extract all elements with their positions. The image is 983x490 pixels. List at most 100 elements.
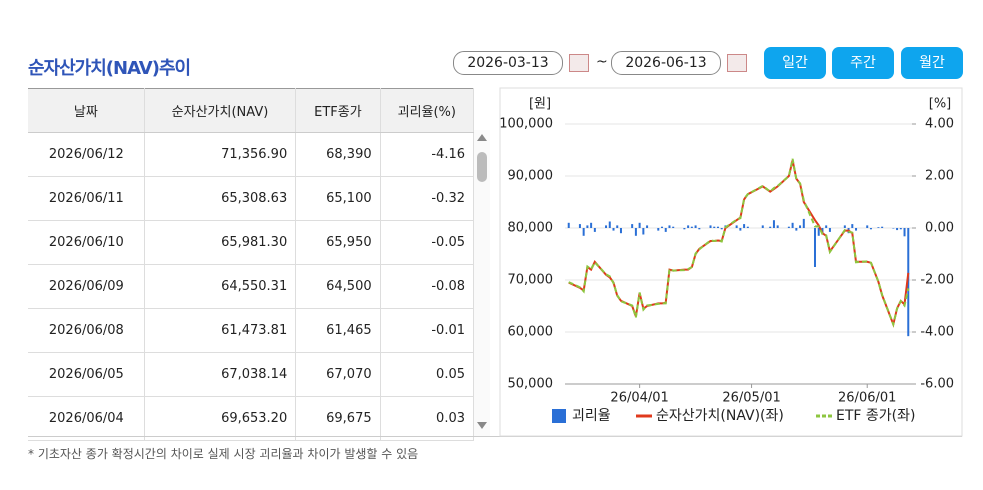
bar (869, 228, 872, 230)
bar (735, 225, 738, 228)
bar (672, 226, 675, 228)
x-tick-label: 26/04/01 (610, 391, 668, 406)
table-row: 2026/06/04 69,653.20 69,675 0.03 (28, 396, 475, 441)
legend-label: 괴리율 (572, 408, 611, 424)
bar (578, 224, 581, 228)
bar (791, 222, 794, 228)
bar (586, 225, 589, 228)
table-cell: 2026/06/11 (28, 176, 145, 221)
bar (668, 225, 671, 228)
calendar-icon[interactable] (569, 54, 589, 72)
table-cell: 69,675 (295, 396, 381, 441)
chart: [원] [%] 50,000 60,000 70,000 80,000 90,000 100,… (499, 87, 963, 437)
table-cell: 64,500 (295, 264, 381, 309)
bar (761, 225, 764, 228)
legend-label: 순자산가치(NAV)(좌) (656, 408, 784, 424)
y2-tick-label: -2.00 (920, 273, 954, 288)
table-cell: -0.08 (380, 264, 475, 309)
column-header: ETF종가 (295, 88, 381, 133)
y2-tick-label: 0.00 (925, 221, 954, 236)
y2-axis-label: [%] (929, 97, 952, 112)
y-axis-label: [원] (529, 97, 551, 112)
bar (690, 226, 693, 228)
y-tick-label: 90,000 (508, 169, 554, 184)
scroll-thumb[interactable] (477, 152, 487, 182)
table-cell: 2026/06/04 (28, 396, 145, 441)
bar (817, 228, 820, 236)
monthly-button[interactable]: 월간 (901, 47, 963, 79)
bar (851, 224, 854, 228)
bar (638, 222, 641, 228)
bar (813, 228, 816, 267)
bar (664, 228, 667, 232)
table-cell: 0.03 (380, 396, 475, 441)
divider (28, 436, 962, 437)
weekly-button[interactable]: 주간 (832, 47, 894, 79)
table-cell: -0.01 (380, 308, 475, 353)
table-cell: 2026/06/08 (28, 308, 145, 353)
y2-tick-label: -6.00 (920, 377, 954, 392)
y2-tick-label: 2.00 (925, 169, 954, 184)
bar (903, 228, 906, 237)
y2-tick-label: 4.00 (925, 117, 954, 132)
calendar-icon[interactable] (727, 54, 747, 72)
bar (843, 225, 846, 228)
bar (716, 226, 719, 228)
page-title: 순자산가치(NAV)추이 (28, 58, 191, 79)
table-cell: -0.32 (380, 176, 475, 221)
bar (608, 221, 611, 228)
bar (892, 228, 895, 229)
bar (828, 228, 831, 232)
bar (907, 228, 910, 337)
table-row: 2026/06/11 65,308.63 65,100 -0.32 (28, 176, 475, 221)
bar (795, 228, 798, 231)
table-cell: 61,473.81 (144, 308, 297, 353)
bar (605, 225, 608, 228)
table-cell: -0.05 (380, 220, 475, 265)
bar (746, 226, 749, 228)
scrollbar[interactable] (474, 130, 490, 436)
y-tick-label: 60,000 (508, 325, 554, 340)
bar (634, 228, 637, 236)
table-cell: 67,038.14 (144, 352, 297, 397)
daily-button[interactable]: 일간 (764, 47, 826, 79)
bar (683, 228, 686, 230)
column-header: 괴리율(%) (380, 88, 475, 133)
line (568, 158, 910, 328)
table-cell: 69,653.20 (144, 396, 297, 441)
line (568, 160, 910, 328)
table-row: 2026/06/08 61,473.81 61,465 -0.01 (28, 308, 475, 353)
bar (694, 225, 697, 228)
bar (713, 226, 716, 228)
legend-swatch (552, 409, 566, 423)
table-cell: 64,550.31 (144, 264, 297, 309)
bar (698, 228, 701, 230)
bar (709, 225, 712, 228)
date-from[interactable]: 2026-03-13 (453, 51, 563, 75)
table-cell: 61,465 (295, 308, 381, 353)
scroll-up[interactable] (477, 134, 487, 141)
bar (567, 222, 570, 228)
bar (582, 228, 585, 236)
bar (769, 226, 772, 228)
bar (687, 225, 690, 228)
legend-label: ETF 종가(좌) (836, 408, 915, 424)
date-to[interactable]: 2026-06-13 (611, 51, 721, 75)
bar (720, 228, 723, 230)
scroll-down[interactable] (477, 422, 487, 429)
table-row: 2026/06/12 71,356.90 68,390 -4.16 (28, 132, 475, 177)
bar (593, 228, 596, 232)
bar (631, 224, 634, 228)
table-cell: -4.16 (380, 132, 475, 177)
y2-tick-label: -4.00 (920, 325, 954, 340)
nav-table: 날짜 순자산가치(NAV) ETF종가 괴리율(%) 2026/06/12 71,356.… (28, 88, 475, 441)
table-cell: 65,308.63 (144, 176, 297, 221)
y-tick-label: 80,000 (508, 221, 554, 236)
date-separator: ~ (596, 54, 608, 70)
x-tick-label: 26/05/01 (722, 391, 780, 406)
table-cell: 67,070 (295, 352, 381, 397)
x-tick-label: 26/06/01 (838, 391, 896, 406)
table-cell: 0.05 (380, 352, 475, 397)
bar (896, 228, 899, 231)
